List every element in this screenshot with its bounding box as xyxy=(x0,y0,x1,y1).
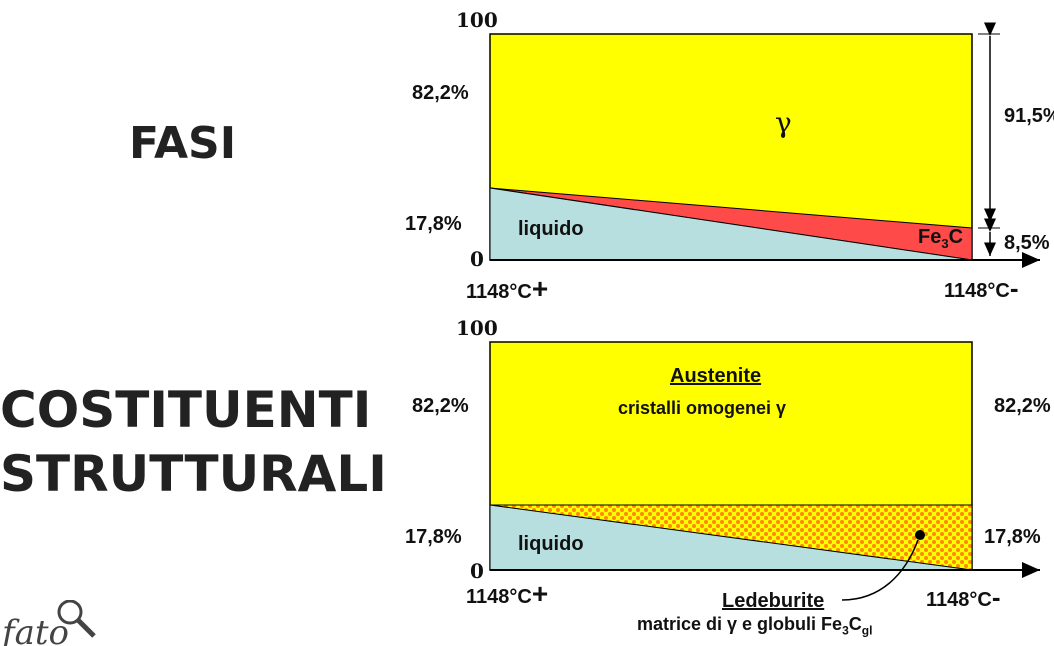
constituents-title: COSTITUENTI STRUTTURALI xyxy=(0,378,387,506)
bottom-x-label-left: 1148°C+ xyxy=(466,578,549,609)
top-y-label-100: 100 xyxy=(456,8,498,32)
top-y-label-82: 82,2% xyxy=(412,82,469,104)
logo-magnifier-icon: fato xyxy=(0,600,96,646)
bottom-x-label-right: 1148°C- xyxy=(926,582,1001,612)
bottom-right-17: 17,8% xyxy=(984,526,1041,548)
ledeburite-title: Ledeburite xyxy=(722,590,825,612)
top-gamma-label: γ xyxy=(775,106,792,139)
constituents-line1: COSTITUENTI xyxy=(0,381,372,439)
top-x-label-right: 1148°C- xyxy=(944,273,1019,303)
bottom-y-label-0: 0 xyxy=(470,559,484,583)
austenite-subtitle: cristalli omogenei γ xyxy=(618,398,787,418)
top-right-85: 8,5% xyxy=(1004,232,1050,254)
constituents-line2: STRUTTURALI xyxy=(0,445,387,503)
bottom-y-label-100: 100 xyxy=(456,316,498,340)
ledeburite-leader xyxy=(841,539,919,601)
bottom-liquid-label: liquido xyxy=(518,533,584,555)
top-y-label-0: 0 xyxy=(470,247,484,271)
bottom-y-label-82: 82,2% xyxy=(412,395,469,417)
top-fe3c-label: Fe3C xyxy=(918,226,964,251)
top-liquid-label: liquido xyxy=(518,218,584,240)
ledeburite-subtitle: matrice di γ e globuli Fe3Cgl xyxy=(637,614,873,638)
top-right-915: 91,5% xyxy=(1004,105,1054,127)
bottom-right-82: 82,2% xyxy=(994,395,1051,417)
svg-text:fato: fato xyxy=(0,613,69,646)
austenite-title: Austenite xyxy=(670,365,762,387)
top-x-label-left: 1148°C+ xyxy=(466,273,549,304)
top-y-label-17: 17,8% xyxy=(405,213,462,235)
phases-title: FASI xyxy=(128,118,237,169)
bottom-y-label-17: 17,8% xyxy=(405,526,462,548)
